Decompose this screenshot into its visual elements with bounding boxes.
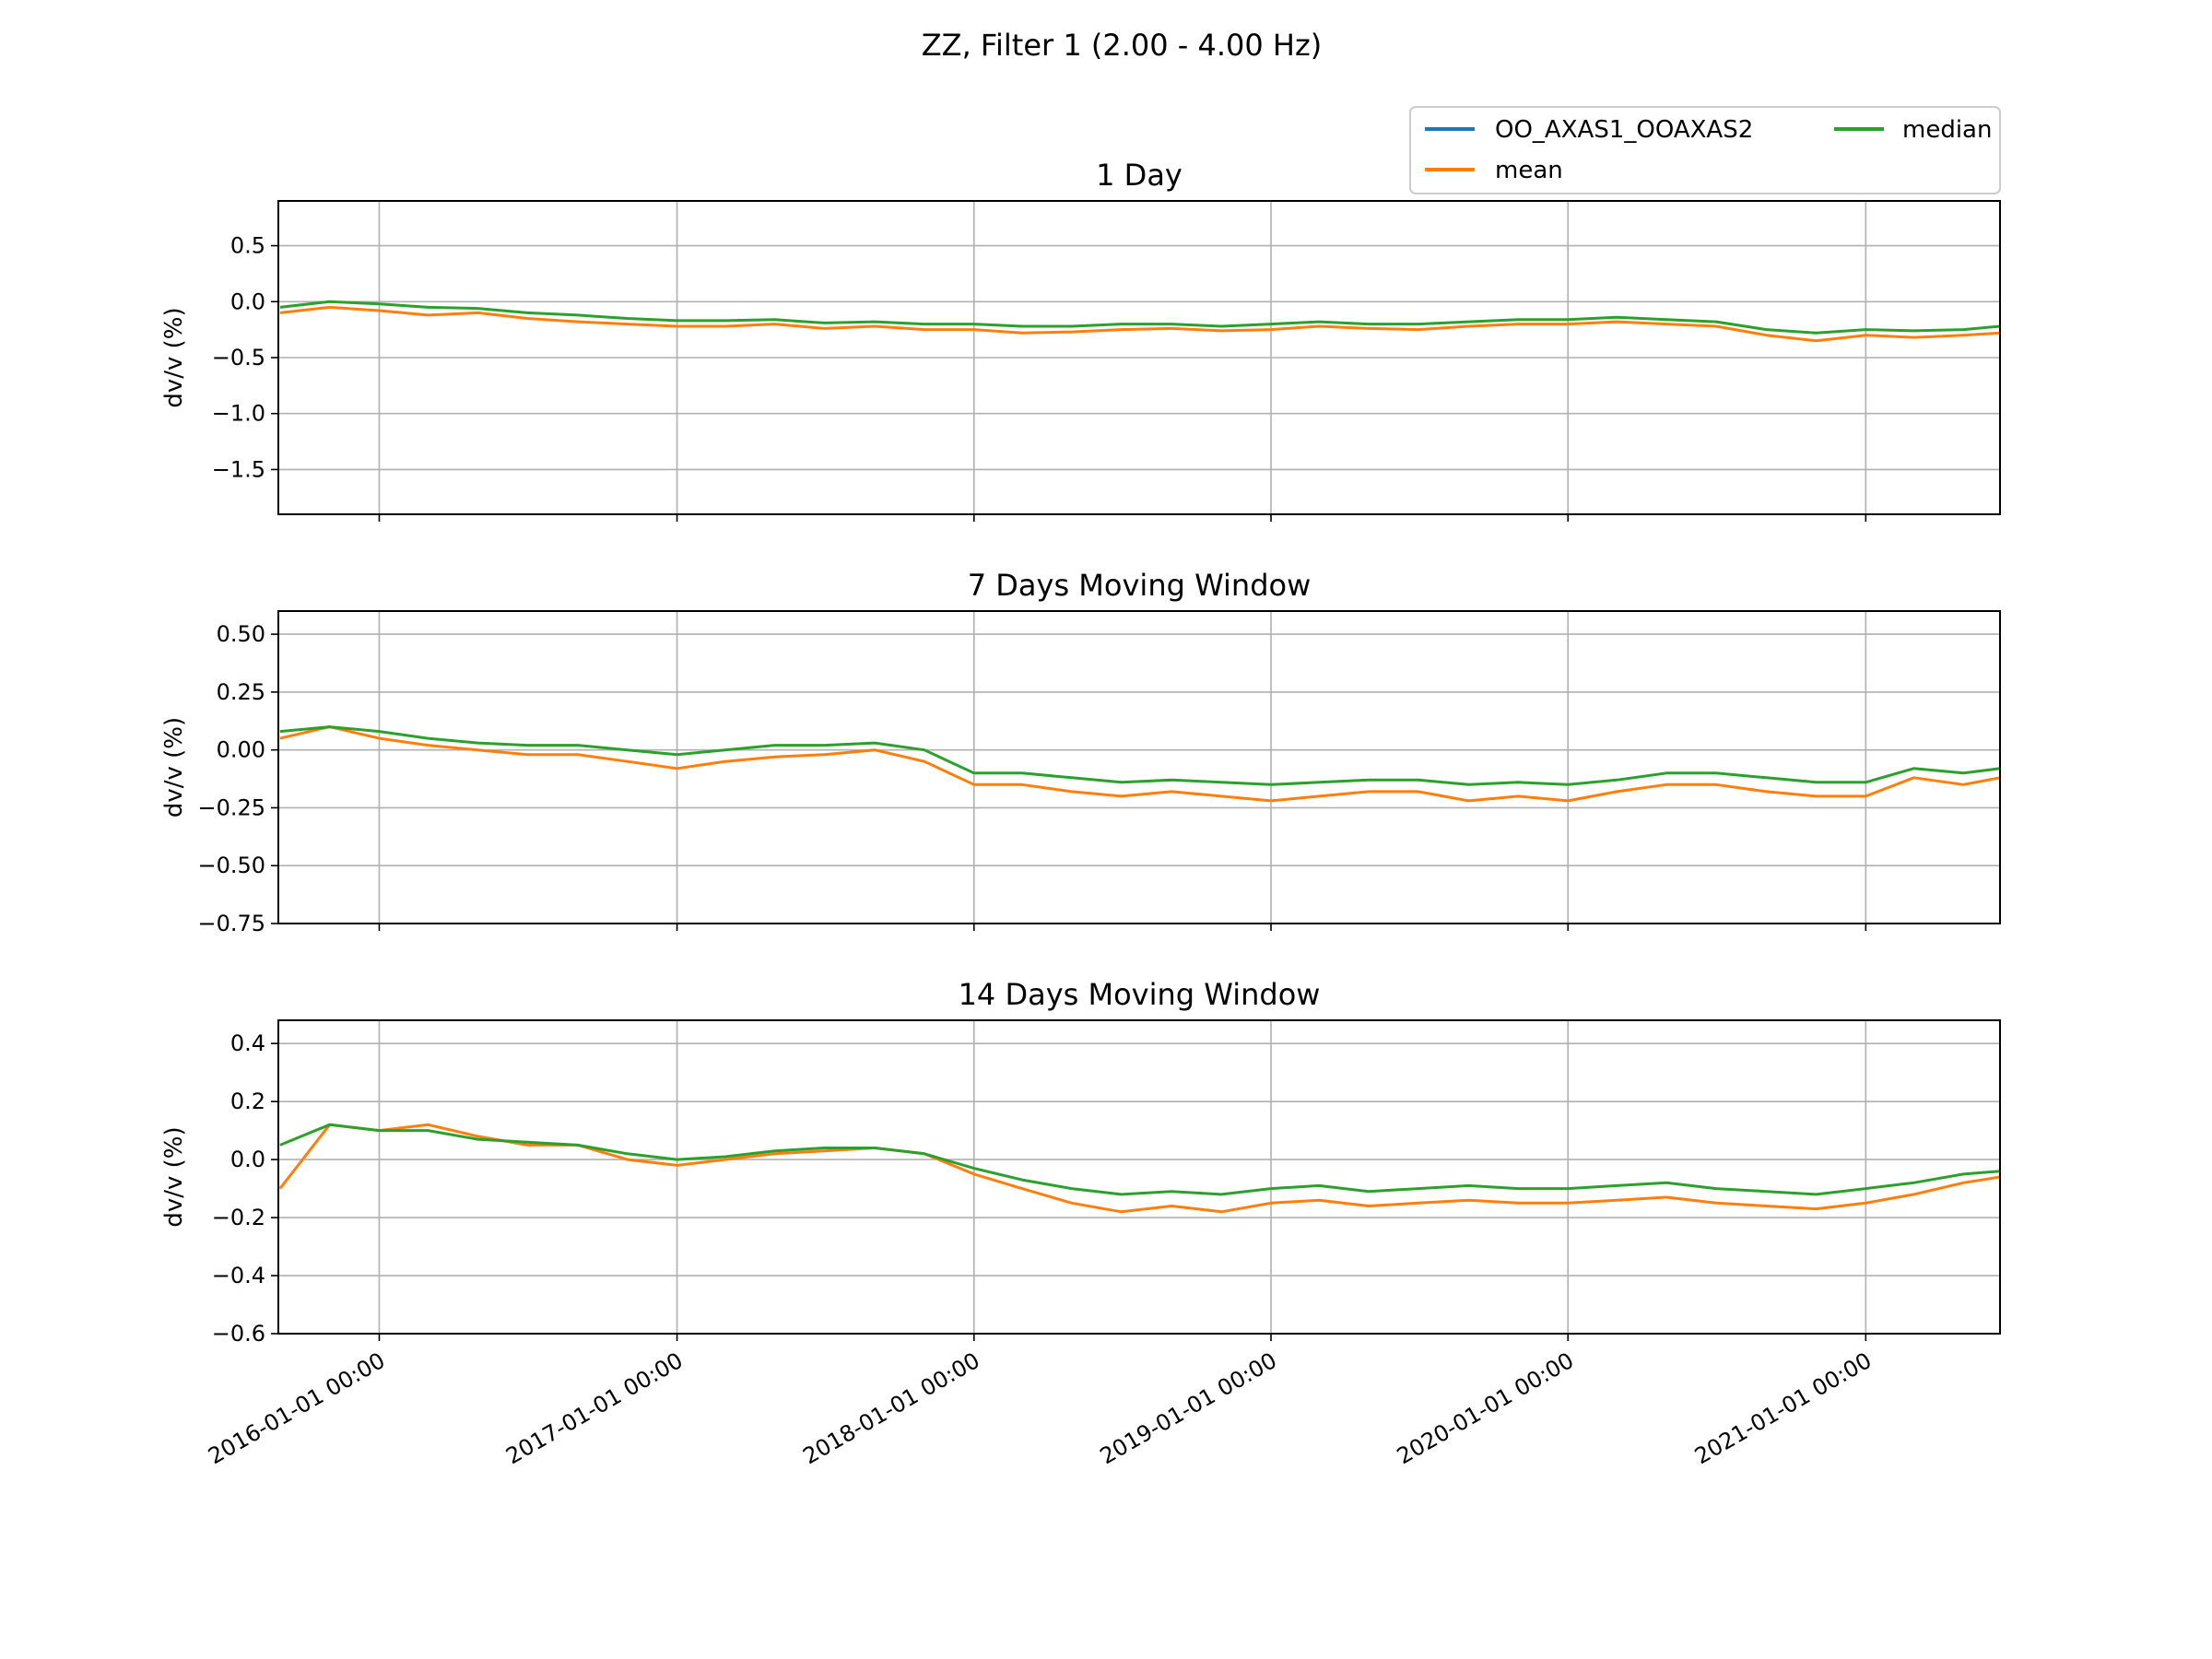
panel-2: 0.50 0.25 0.00 −0.25 −0.50 −0.75 7 Days Moving… bbox=[160, 568, 2001, 936]
plot-area bbox=[278, 1020, 2000, 1334]
y-axis-label: dv/v (%) bbox=[160, 717, 188, 818]
y-tick-label: 0.4 bbox=[230, 1030, 265, 1056]
y-tick-label: 0.25 bbox=[217, 679, 265, 705]
series-line-mean bbox=[279, 725, 2000, 803]
y-tick-label: −0.4 bbox=[212, 1263, 265, 1288]
y-tick-label: 0.5 bbox=[230, 233, 265, 259]
legend-label-median: median bbox=[1902, 116, 1992, 144]
figure-title: ZZ, Filter 1 (2.00 - 4.00 Hz) bbox=[922, 28, 1323, 63]
y-tick-label: −0.50 bbox=[197, 853, 265, 878]
legend-label-station: OO_AXAS1_OOAXAS2 bbox=[1495, 116, 1753, 144]
y-tick-label: −0.2 bbox=[212, 1205, 265, 1230]
y-tick-label: 0.0 bbox=[230, 288, 265, 314]
legend-label-mean: mean bbox=[1495, 157, 1563, 184]
panel-title: 1 Day bbox=[1096, 158, 1182, 193]
panel-1: 0.5 0.0 −0.5 −1.0 −1.5 1 Day dv/v (%) bbox=[160, 158, 2001, 522]
plot-frame bbox=[277, 200, 2001, 515]
y-tick-label: 0.2 bbox=[230, 1088, 265, 1114]
y-tick-label: −0.5 bbox=[212, 345, 265, 371]
legend: OO_AXAS1_OOAXAS2 mean median bbox=[1409, 106, 2001, 194]
y-tick-label: 0.0 bbox=[230, 1147, 265, 1172]
panel-title: 14 Days Moving Window bbox=[959, 977, 1321, 1012]
series-line-median bbox=[279, 300, 2000, 335]
y-tick-label: −1.5 bbox=[212, 456, 265, 482]
y-tick-label: 0.50 bbox=[217, 621, 265, 647]
series-line-mean bbox=[279, 305, 2000, 343]
y-tick-label: 0.00 bbox=[217, 737, 265, 763]
y-axis-label: dv/v (%) bbox=[160, 307, 188, 407]
y-tick-label: −0.6 bbox=[212, 1321, 265, 1347]
y-tick-label: −1.0 bbox=[212, 401, 265, 427]
series-line-median bbox=[279, 1123, 2000, 1196]
y-axis-label: dv/v (%) bbox=[160, 1126, 188, 1227]
panel-3: 0.4 0.2 0.0 −0.2 −0.4 −0.6 14 Days Moving Wind… bbox=[160, 977, 2001, 1347]
series-line-median bbox=[279, 725, 2000, 786]
plot-frame bbox=[277, 610, 2001, 924]
plot-area bbox=[278, 611, 2000, 924]
y-tick-label: −0.25 bbox=[197, 794, 265, 820]
plot-frame bbox=[277, 1019, 2001, 1335]
y-tick-label: −0.75 bbox=[197, 911, 265, 936]
panel-title: 7 Days Moving Window bbox=[968, 568, 1312, 603]
